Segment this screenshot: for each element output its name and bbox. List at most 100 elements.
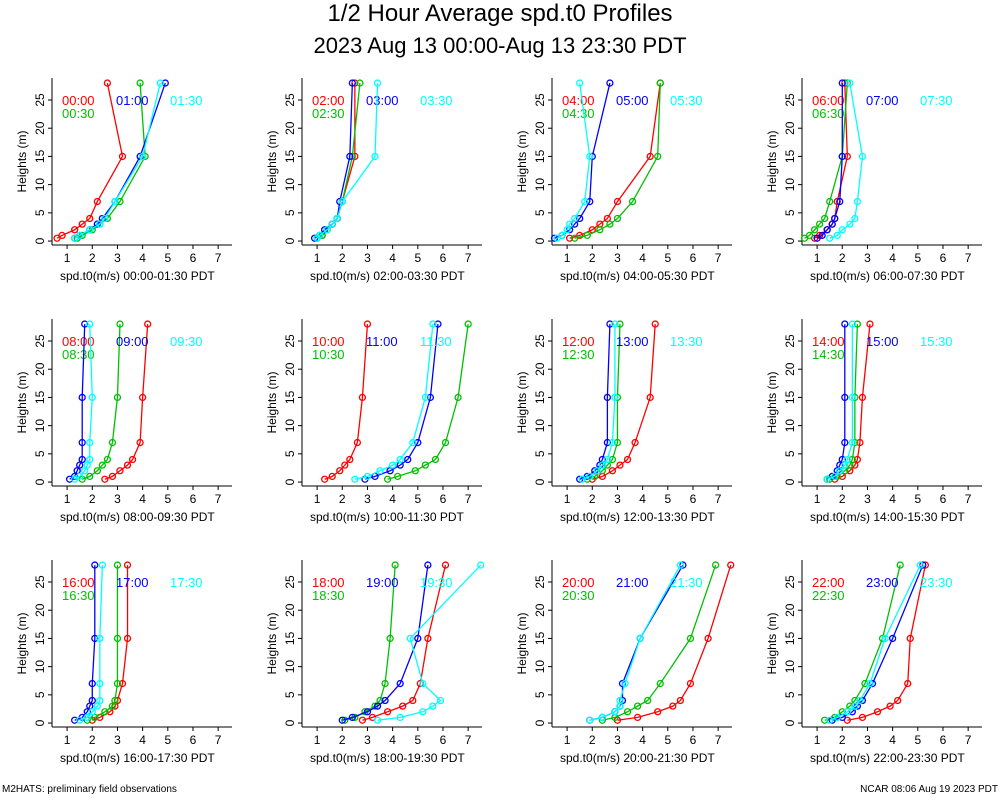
profile-point xyxy=(91,634,99,643)
profile-point xyxy=(358,716,367,724)
profile-point xyxy=(78,455,86,464)
profile-line xyxy=(581,324,616,480)
profile-point xyxy=(348,79,356,87)
profile-line xyxy=(74,82,161,239)
y-axis-label: Heights (m) xyxy=(765,130,779,192)
profile-point xyxy=(654,708,662,716)
footer-right: NCAR 08:06 Aug 19 2023 PDT xyxy=(860,784,998,795)
y-tick-label: 15 xyxy=(283,149,297,163)
y-axis-label: Heights (m) xyxy=(265,130,279,192)
profile-point xyxy=(123,461,132,469)
profile-point xyxy=(356,79,364,87)
profile-point xyxy=(338,716,346,724)
profile-line xyxy=(587,324,621,480)
profile-point xyxy=(346,152,354,161)
y-tick-label: 0 xyxy=(783,237,797,244)
profile-point xyxy=(623,455,632,464)
legend-label: 13:00 xyxy=(616,334,649,349)
y-tick-label: 5 xyxy=(533,450,547,457)
x-axis-label: spd.t0(m/s) 12:00-13:30 PDT xyxy=(560,510,715,524)
legend-label: 01:30 xyxy=(170,93,203,108)
profile-point xyxy=(631,438,639,447)
profile-point xyxy=(654,152,662,161)
legend-label: 10:00 xyxy=(312,334,345,349)
profile-point xyxy=(391,561,399,569)
y-tick-label: 5 xyxy=(33,209,47,216)
profile-point xyxy=(88,708,96,716)
profile-point xyxy=(831,214,839,223)
profile-point xyxy=(848,393,856,402)
x-tick-label: 1 xyxy=(814,733,821,747)
y-tick-label: 0 xyxy=(533,237,547,244)
y-tick-label: 10 xyxy=(533,419,547,433)
profile-point xyxy=(116,467,124,475)
x-tick-label: 4 xyxy=(139,492,146,506)
profile-point xyxy=(886,702,894,710)
x-tick-label: 2 xyxy=(89,492,96,506)
profile-point xyxy=(396,679,404,688)
profile-point xyxy=(464,320,472,328)
legend-label: 21:00 xyxy=(616,575,649,590)
profile-point xyxy=(651,320,659,328)
profile-point xyxy=(616,461,624,469)
profile-point xyxy=(815,220,824,228)
y-tick-label: 25 xyxy=(783,575,797,589)
x-tick-label: 6 xyxy=(690,251,697,265)
legend-label: 17:00 xyxy=(116,575,149,590)
y-tick-label: 5 xyxy=(33,450,47,457)
profile-point xyxy=(414,634,422,643)
x-tick-label: 1 xyxy=(314,251,321,265)
y-tick-label: 10 xyxy=(33,660,47,674)
profile-point xyxy=(71,716,79,724)
profile-point xyxy=(86,472,94,481)
profile-line xyxy=(829,564,921,721)
profile-point xyxy=(86,226,94,234)
profile-line xyxy=(377,564,482,721)
legend-label: 08:00 xyxy=(62,334,95,349)
x-tick-label: 4 xyxy=(889,251,896,265)
profile-point xyxy=(711,561,720,569)
profile-point xyxy=(113,679,122,688)
profile-point xyxy=(96,220,104,228)
x-tick-label: 1 xyxy=(64,492,71,506)
profile-point xyxy=(161,79,169,87)
legend-label: 23:30 xyxy=(920,575,953,590)
legend-label: 22:30 xyxy=(812,588,845,603)
legend-label: 22:00 xyxy=(812,575,845,590)
profile-point xyxy=(576,79,584,87)
profile-point xyxy=(93,197,101,206)
profile-point xyxy=(394,472,402,481)
legend-label: 20:00 xyxy=(562,575,595,590)
x-tick-label: 7 xyxy=(965,733,972,747)
y-tick-label: 15 xyxy=(533,390,547,404)
legend-label: 00:30 xyxy=(62,106,95,121)
profile-point xyxy=(348,713,356,722)
profile-point xyxy=(373,716,382,724)
y-tick-label: 20 xyxy=(533,603,547,617)
y-tick-label: 0 xyxy=(33,719,47,726)
profile-point xyxy=(593,467,601,475)
x-tick-label: 7 xyxy=(965,251,972,265)
x-tick-label: 2 xyxy=(339,492,346,506)
profile-point xyxy=(434,320,442,328)
profile-point xyxy=(843,152,851,161)
profile-point xyxy=(96,696,104,705)
y-axis-label: Heights (m) xyxy=(515,612,529,674)
profile-point xyxy=(341,716,349,724)
profile-point xyxy=(381,696,389,705)
profile-line xyxy=(316,83,379,239)
profile-point xyxy=(429,320,437,328)
x-tick-label: 1 xyxy=(64,733,71,747)
profile-point xyxy=(98,461,106,469)
x-axis-label: spd.t0(m/s) 02:00-03:30 PDT xyxy=(310,269,465,283)
legend-label: 19:30 xyxy=(420,575,453,590)
x-tick-label: 3 xyxy=(364,251,371,265)
legend-label: 13:30 xyxy=(670,334,703,349)
x-axis-label: spd.t0(m/s) 14:00-15:30 PDT xyxy=(810,510,965,524)
profile-point xyxy=(848,438,856,447)
x-tick-label: 6 xyxy=(690,492,697,506)
profile-point xyxy=(346,455,354,464)
legend-label: 04:30 xyxy=(562,106,595,121)
profile-point xyxy=(136,79,144,87)
y-tick-label: 15 xyxy=(283,631,297,645)
